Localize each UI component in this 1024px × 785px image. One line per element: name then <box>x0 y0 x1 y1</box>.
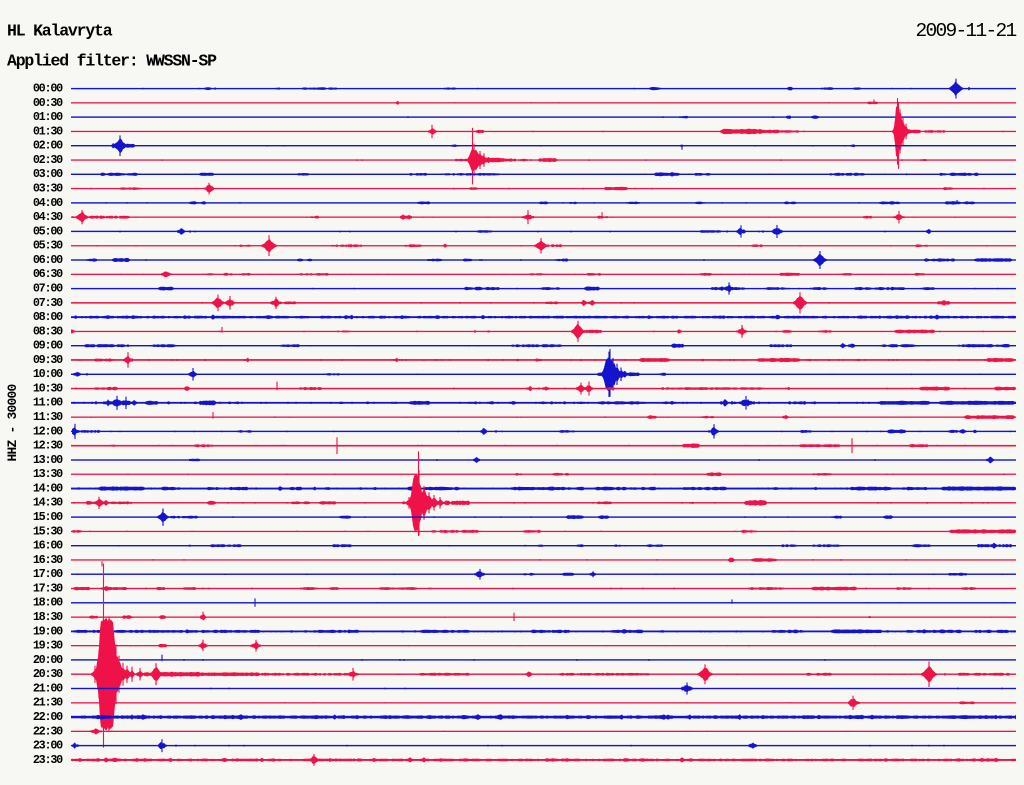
svg-text:09:30: 09:30 <box>33 353 63 367</box>
svg-text:20:00: 20:00 <box>33 653 63 667</box>
svg-text:18:30: 18:30 <box>33 610 63 624</box>
svg-text:00:00: 00:00 <box>33 82 63 96</box>
svg-text:14:30: 14:30 <box>33 496 63 510</box>
svg-text:05:00: 05:00 <box>33 224 63 238</box>
svg-text:04:30: 04:30 <box>33 210 63 224</box>
svg-text:21:30: 21:30 <box>33 696 63 710</box>
svg-text:17:00: 17:00 <box>33 567 63 581</box>
svg-text:02:30: 02:30 <box>33 153 63 167</box>
svg-text:Applied filter: WWSSN-SP: Applied filter: WWSSN-SP <box>7 52 217 71</box>
svg-text:HHZ - 30000: HHZ - 30000 <box>5 383 20 461</box>
svg-text:08:30: 08:30 <box>33 324 63 338</box>
svg-text:23:30: 23:30 <box>33 753 63 767</box>
svg-text:22:00: 22:00 <box>33 710 63 724</box>
svg-text:16:30: 16:30 <box>33 553 63 567</box>
svg-text:09:00: 09:00 <box>33 339 63 353</box>
svg-text:03:30: 03:30 <box>33 182 63 196</box>
svg-text:06:00: 06:00 <box>33 253 63 267</box>
svg-text:07:30: 07:30 <box>33 296 63 310</box>
svg-text:23:00: 23:00 <box>33 739 63 753</box>
svg-text:12:00: 12:00 <box>33 424 63 438</box>
svg-text:16:00: 16:00 <box>33 539 63 553</box>
svg-text:15:00: 15:00 <box>33 510 63 524</box>
svg-text:05:30: 05:30 <box>33 239 63 253</box>
svg-text:10:00: 10:00 <box>33 367 63 381</box>
svg-text:10:30: 10:30 <box>33 382 63 396</box>
svg-text:14:00: 14:00 <box>33 482 63 496</box>
svg-text:15:30: 15:30 <box>33 524 63 538</box>
svg-text:06:30: 06:30 <box>33 267 63 281</box>
svg-text:03:00: 03:00 <box>33 167 63 181</box>
svg-text:04:00: 04:00 <box>33 196 63 210</box>
svg-text:11:00: 11:00 <box>33 396 63 410</box>
svg-text:18:00: 18:00 <box>33 596 63 610</box>
svg-text:07:00: 07:00 <box>33 282 63 296</box>
svg-text:20:30: 20:30 <box>33 667 63 681</box>
svg-text:17:30: 17:30 <box>33 581 63 595</box>
svg-text:13:30: 13:30 <box>33 467 63 481</box>
svg-text:19:30: 19:30 <box>33 639 63 653</box>
svg-text:13:00: 13:00 <box>33 453 63 467</box>
svg-text:01:30: 01:30 <box>33 124 63 138</box>
svg-text:12:30: 12:30 <box>33 439 63 453</box>
svg-text:19:00: 19:00 <box>33 624 63 638</box>
svg-text:2009-11-21: 2009-11-21 <box>915 20 1016 42</box>
svg-text:08:00: 08:00 <box>33 310 63 324</box>
svg-text:22:30: 22:30 <box>33 724 63 738</box>
svg-text:11:30: 11:30 <box>33 410 63 424</box>
svg-text:02:00: 02:00 <box>33 139 63 153</box>
svg-text:HL Kalavryta: HL Kalavryta <box>7 22 113 41</box>
svg-text:21:00: 21:00 <box>33 681 63 695</box>
svg-text:00:30: 00:30 <box>33 96 63 110</box>
svg-text:01:00: 01:00 <box>33 110 63 124</box>
